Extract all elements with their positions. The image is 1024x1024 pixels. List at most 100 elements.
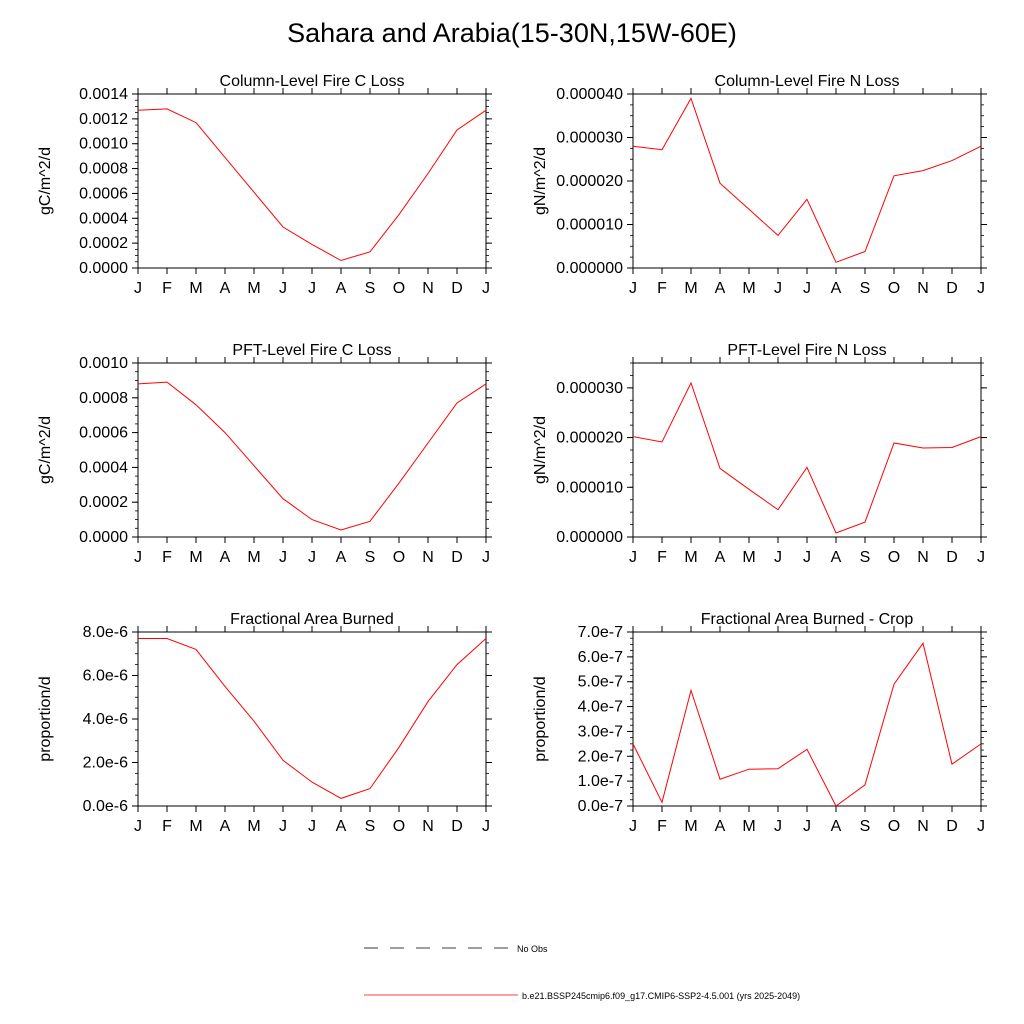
x-tick-label: D (451, 549, 463, 566)
x-tick-label: J (279, 280, 287, 297)
x-tick-label: J (774, 280, 782, 297)
y-tick-label: 8.0e-6 (83, 624, 128, 641)
y-tick-label: 0.0e-7 (578, 798, 623, 815)
legend-model-line (364, 994, 518, 996)
y-tick-label: 0.0012 (79, 111, 128, 128)
x-tick-label: J (308, 280, 316, 297)
x-tick-label: A (220, 280, 231, 297)
y-axis-label: gC/m^2/d (37, 147, 54, 215)
y-tick-label: 0.000010 (556, 217, 623, 234)
x-tick-label: M (742, 280, 755, 297)
y-tick-label: 2.0e-6 (83, 755, 128, 772)
y-tick-label: 0.000020 (556, 173, 623, 190)
y-tick-label: 0.0e-6 (83, 798, 128, 815)
y-tick-label: 0.000000 (556, 260, 623, 277)
series-line (137, 108, 487, 262)
y-tick-label: 4.0e-6 (83, 711, 128, 728)
x-tick-label: A (220, 818, 231, 835)
x-tick-label: N (917, 818, 929, 835)
x-tick-label: A (336, 549, 347, 566)
plot-frame (632, 631, 982, 807)
y-tick-label: 3.0e-7 (578, 723, 623, 740)
x-tick-label: M (189, 818, 202, 835)
x-tick-label: O (393, 549, 405, 566)
y-tick-label: 7.0e-7 (578, 624, 623, 641)
series-line (632, 381, 982, 534)
y-tick-label: 0.0010 (79, 136, 128, 153)
y-tick-label: 0.0008 (79, 390, 128, 407)
x-tick-label: M (189, 549, 202, 566)
y-tick-label: 0.000010 (556, 479, 623, 496)
y-axis-label: gC/m^2/d (37, 416, 54, 484)
y-tick-label: 0.0002 (79, 494, 128, 511)
panel-title: Fractional Area Burned - Crop (701, 611, 914, 628)
x-tick-label: M (247, 280, 260, 297)
x-tick-label: M (684, 549, 697, 566)
x-tick-label: M (742, 818, 755, 835)
x-tick-label: J (134, 818, 142, 835)
y-axis-label: proportion/d (37, 676, 54, 761)
series-line (138, 638, 487, 799)
x-tick-label: A (336, 280, 347, 297)
x-tick-label: F (657, 549, 667, 566)
chart-panel-6: Fractional Area Burned - Crop proportion/… (532, 611, 987, 835)
x-tick-label: J (629, 549, 637, 566)
y-tick-label: 6.0e-7 (578, 649, 623, 666)
x-tick-label: J (629, 818, 637, 835)
x-tick-label: J (774, 818, 782, 835)
y-tick-label: 0.0000 (79, 529, 128, 546)
x-tick-label: F (162, 280, 172, 297)
x-tick-label: S (365, 818, 376, 835)
x-tick-label: J (629, 280, 637, 297)
x-tick-label: A (336, 818, 347, 835)
series-line (632, 642, 982, 807)
x-tick-label: O (393, 818, 405, 835)
plot-frame (137, 631, 487, 807)
x-tick-label: D (451, 280, 463, 297)
x-tick-label: N (917, 549, 929, 566)
x-tick-label: D (946, 549, 958, 566)
x-tick-label: A (715, 280, 726, 297)
x-tick-label: J (279, 818, 287, 835)
y-axis-label: gN/m^2/d (532, 416, 549, 484)
x-tick-label: A (715, 549, 726, 566)
y-tick-label: 0.0010 (79, 355, 128, 372)
y-tick-label: 0.0008 (79, 161, 128, 178)
y-tick-label: 5.0e-7 (578, 674, 623, 691)
x-tick-label: M (247, 549, 260, 566)
x-tick-label: O (888, 549, 900, 566)
y-tick-label: 6.0e-6 (83, 668, 128, 685)
x-tick-label: J (482, 818, 490, 835)
x-tick-label: S (365, 280, 376, 297)
y-tick-label: 0.0014 (79, 86, 128, 103)
y-tick-label: 0.0002 (79, 235, 128, 252)
y-tick-label: 0.000030 (556, 130, 623, 147)
x-tick-label: M (247, 818, 260, 835)
x-tick-label: A (831, 280, 842, 297)
x-tick-label: S (365, 549, 376, 566)
x-tick-label: S (860, 549, 871, 566)
series-line (137, 381, 487, 531)
x-tick-label: N (422, 549, 434, 566)
y-tick-label: 0.000040 (556, 86, 623, 103)
y-tick-label: 0.0004 (79, 210, 128, 227)
x-tick-label: O (888, 280, 900, 297)
plot-frame (137, 362, 487, 538)
y-tick-label: 0.000020 (556, 430, 623, 447)
x-tick-label: J (308, 549, 316, 566)
x-tick-label: F (657, 280, 667, 297)
x-tick-label: J (977, 280, 985, 297)
x-tick-label: O (888, 818, 900, 835)
x-tick-label: J (803, 549, 811, 566)
panel-title: Column-Level Fire N Loss (715, 73, 900, 90)
x-tick-label: J (977, 818, 985, 835)
x-tick-label: M (189, 280, 202, 297)
panel-title: PFT-Level Fire N Loss (727, 342, 886, 359)
x-tick-label: J (279, 549, 287, 566)
x-tick-label: J (803, 280, 811, 297)
panel-title: PFT-Level Fire C Loss (232, 342, 391, 359)
